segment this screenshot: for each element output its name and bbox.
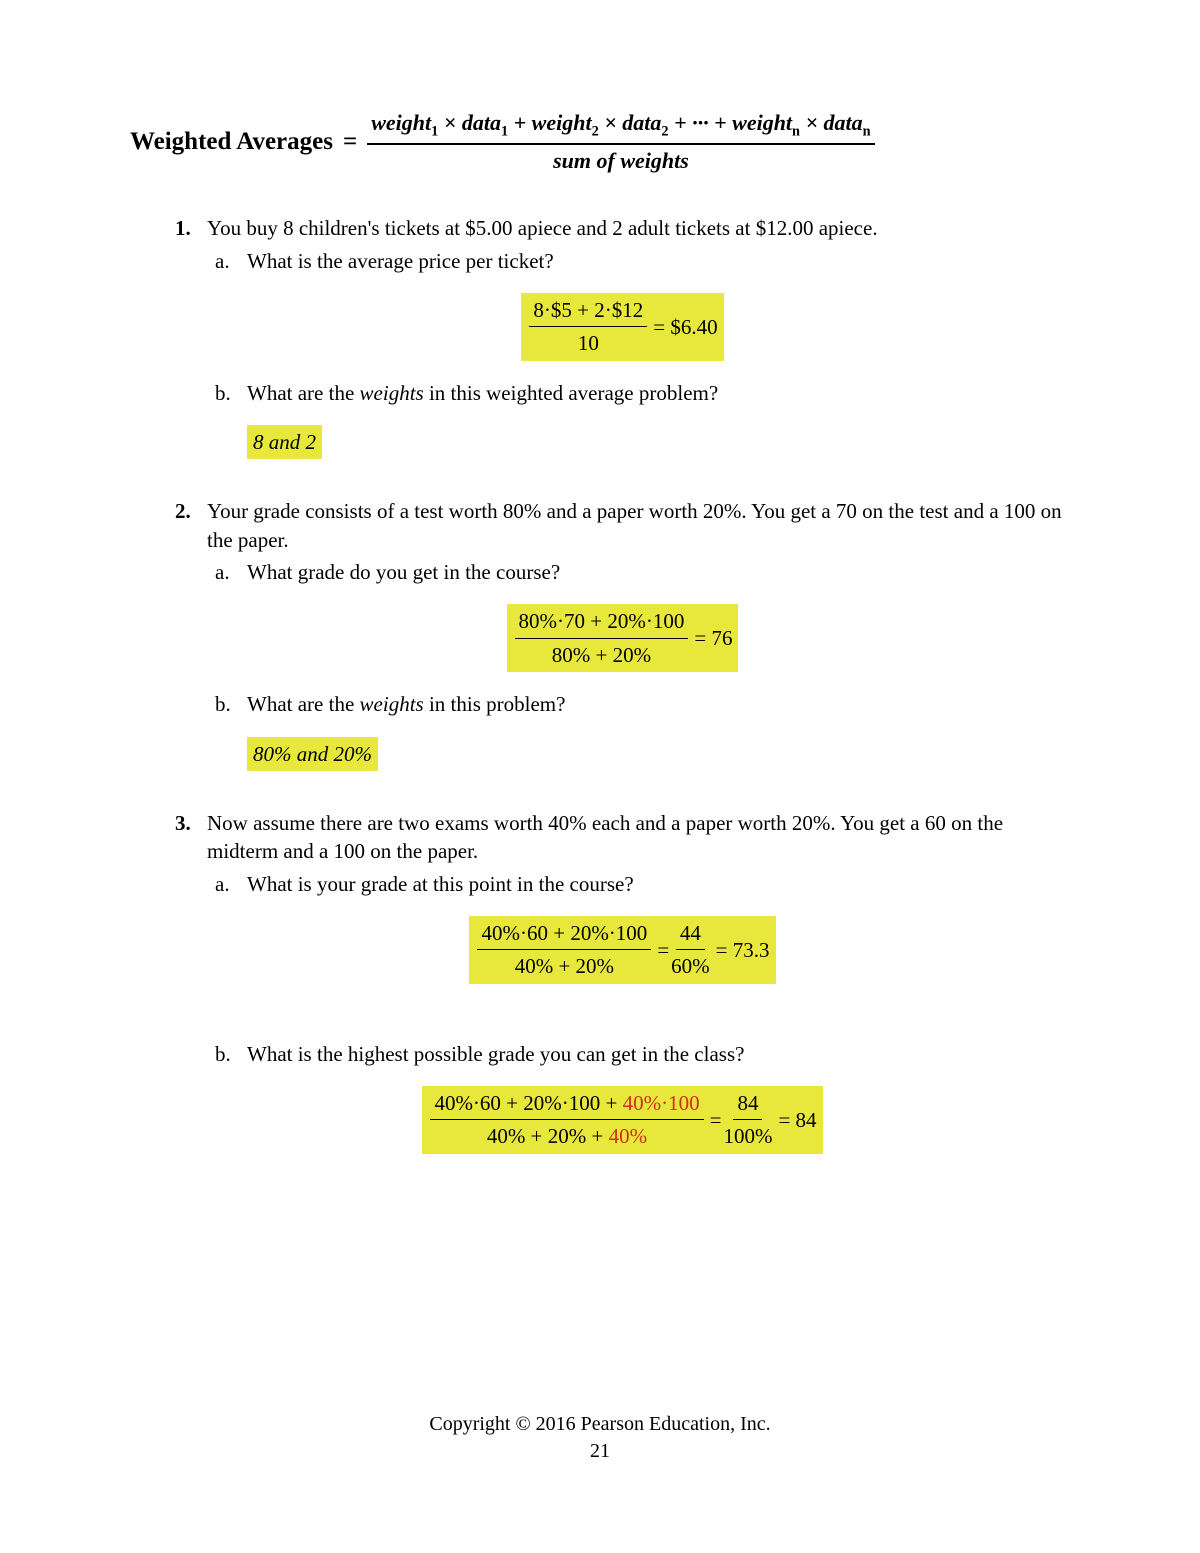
highlighted-answer: 80% and 20% — [247, 737, 378, 771]
sub-item: b. What are the weights in this weighted… — [215, 379, 1070, 407]
answer: 80% and 20% — [247, 737, 1070, 771]
sub-item: b. What are the weights in this problem? — [215, 690, 1070, 718]
page: Weighted Averages = weight1 × data1 + we… — [0, 0, 1200, 1553]
problem-number: 1. — [175, 214, 207, 242]
problem-number: 3. — [175, 809, 207, 866]
highlighted-answer: 8 and 2 — [247, 425, 322, 459]
sub-item: a. What is your grade at this point in t… — [215, 870, 1070, 898]
problems-list: 1. You buy 8 children's tickets at $5.00… — [175, 214, 1070, 1153]
answer: 80%·70 + 20%·100 80% + 20% = 76 — [175, 604, 1070, 672]
sub-item: b. What is the highest possible grade yo… — [215, 1040, 1070, 1068]
answer: 8 and 2 — [247, 425, 1070, 459]
sub-text: What are the weights in this weighted av… — [247, 379, 718, 407]
problem-body: Your grade consists of a test worth 80% … — [207, 497, 1070, 554]
sub-letter: a. — [215, 870, 247, 898]
sub-item: a. What grade do you get in the course? — [215, 558, 1070, 586]
title-formula: weight1 × data1 + weight2 × data2 + ··· … — [367, 110, 874, 174]
problem: 1. You buy 8 children's tickets at $5.00… — [175, 214, 1070, 242]
problem-body: Now assume there are two exams worth 40%… — [207, 809, 1070, 866]
sub-letter: b. — [215, 1040, 247, 1068]
title-equals: = — [343, 128, 357, 156]
problem-text: You buy 8 children's tickets at $5.00 ap… — [207, 216, 878, 240]
sub-letter: a. — [215, 247, 247, 275]
problem-number: 2. — [175, 497, 207, 554]
sub-text: What is the highest possible grade you c… — [247, 1040, 744, 1068]
title-formula-numerator: weight1 × data1 + weight2 × data2 + ··· … — [367, 110, 874, 145]
title-row: Weighted Averages = weight1 × data1 + we… — [130, 110, 1070, 174]
answer: 40%·60 + 20%·100 40% + 20% = 44 60% = 73… — [175, 916, 1070, 984]
sub-text: What is your grade at this point in the … — [247, 870, 634, 898]
title-label: Weighted Averages — [130, 128, 333, 156]
problem-body: You buy 8 children's tickets at $5.00 ap… — [207, 214, 1070, 242]
page-footer: Copyright © 2016 Pearson Education, Inc.… — [0, 1413, 1200, 1463]
sub-text: What is the average price per ticket? — [247, 247, 554, 275]
copyright-text: Copyright © 2016 Pearson Education, Inc. — [0, 1413, 1200, 1436]
problem-text: Your grade consists of a test worth 80% … — [207, 499, 1062, 551]
sub-letter: b. — [215, 379, 247, 407]
title-formula-denominator: sum of weights — [553, 145, 689, 174]
highlighted-answer: 8·$5 + 2·$12 10 = $6.40 — [521, 293, 723, 361]
sub-letter: a. — [215, 558, 247, 586]
answer: 8·$5 + 2·$12 10 = $6.40 — [175, 293, 1070, 361]
sub-text: What grade do you get in the course? — [247, 558, 560, 586]
sub-text: What are the weights in this problem? — [247, 690, 565, 718]
problem: 3. Now assume there are two exams worth … — [175, 809, 1070, 866]
problem: 2. Your grade consists of a test worth 8… — [175, 497, 1070, 554]
answer: 40%·60 + 20%·100 + 40%·100 40% + 20% + 4… — [175, 1086, 1070, 1154]
page-number: 21 — [0, 1440, 1200, 1463]
highlighted-answer: 80%·70 + 20%·100 80% + 20% = 76 — [507, 604, 739, 672]
sub-item: a. What is the average price per ticket? — [215, 247, 1070, 275]
problem-text: Now assume there are two exams worth 40%… — [207, 811, 1003, 863]
highlighted-answer: 40%·60 + 20%·100 + 40%·100 40% + 20% + 4… — [422, 1086, 822, 1154]
highlighted-answer: 40%·60 + 20%·100 40% + 20% = 44 60% = 73… — [469, 916, 775, 984]
sub-letter: b. — [215, 690, 247, 718]
